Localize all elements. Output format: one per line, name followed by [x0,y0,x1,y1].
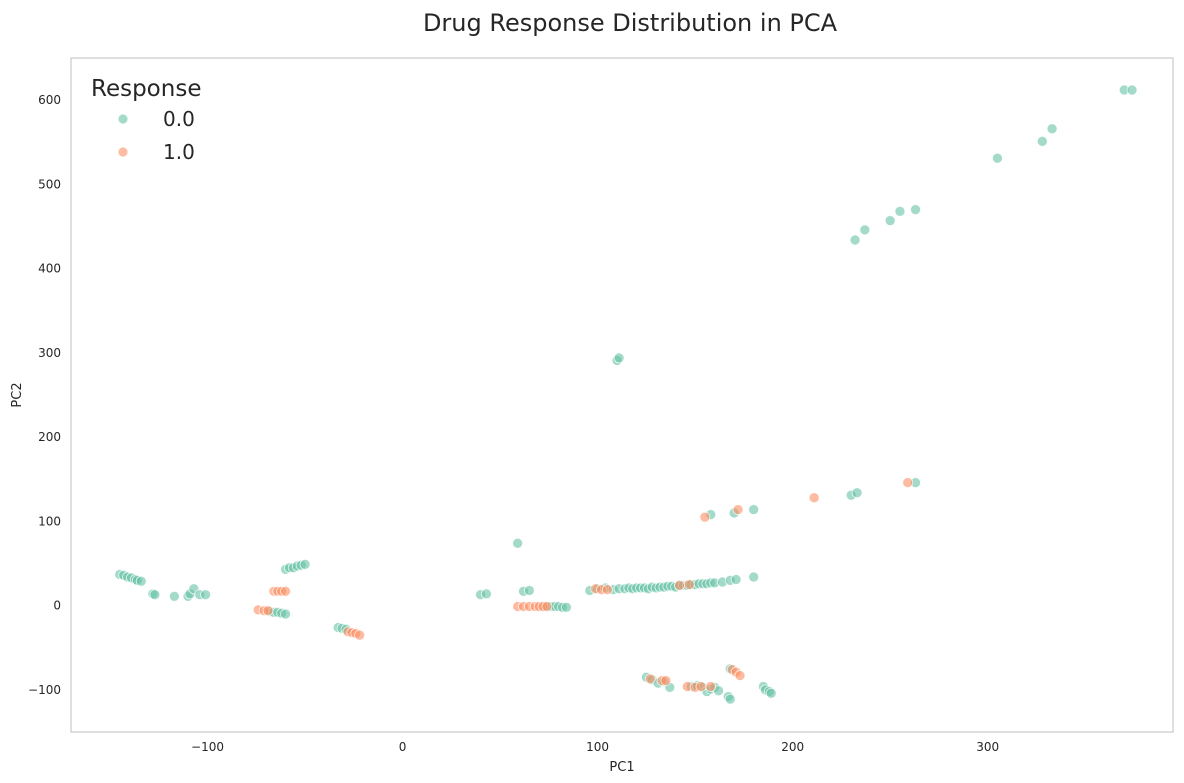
y-axis-label: PC2 [10,382,25,407]
x-tick-label: 300 [976,740,999,754]
data-point [354,629,366,641]
data-point [561,601,572,613]
data-point [1036,136,1048,147]
data-point [280,608,291,620]
data-point [674,580,685,591]
plot-frame [70,57,1174,733]
data-point [683,579,695,590]
data-point [200,589,211,601]
y-tick-label: 600 [38,93,61,107]
data-point [613,352,625,364]
data-point [168,590,180,602]
data-point [902,477,914,489]
x-tick-label: 200 [781,740,804,754]
y-tick-label: 200 [38,430,61,444]
x-axis-label: PC1 [609,760,634,775]
data-point [660,675,672,687]
y-tick-label: 0 [53,599,61,613]
x-tick-label: 0 [399,740,407,754]
data-point [748,571,760,583]
legend: Response 0.0 1.0 [91,76,201,164]
data-point [705,681,717,692]
data-point [262,605,274,617]
data-point [884,215,896,227]
legend-title: Response [91,76,201,102]
data-point [644,673,656,685]
data-point [695,681,707,692]
data-point [601,584,613,596]
data-point [730,574,742,585]
x-tick-label: 100 [586,740,609,754]
data-point [765,687,777,699]
data-point [910,204,921,216]
data-point [280,585,291,597]
data-point [859,224,871,236]
data-point [732,504,744,515]
data-point [1126,84,1138,96]
data-point [724,693,736,705]
data-point [734,670,746,681]
y-tick-label: 300 [38,346,61,360]
series-1 [252,477,914,693]
data-point [849,234,861,246]
y-tick-label: −100 [28,683,61,697]
data-point [1046,123,1058,135]
data-point [149,589,161,601]
legend-entry-label: 0.0 [163,107,195,131]
data-point [894,205,906,217]
data-point [992,152,1003,164]
y-tick-label: 400 [38,262,61,276]
data-point [481,588,492,600]
x-tick-label: −100 [191,740,224,754]
legend-marker [117,146,129,158]
data-point [512,537,524,549]
data-point [523,585,535,596]
points-layer [114,84,1138,705]
legend-marker [117,113,129,125]
data-point [851,487,863,499]
data-point [299,558,311,570]
y-tick-label: 500 [38,177,61,191]
data-point [699,511,711,523]
ticks-layer: −100 0 100 200 300 −100 0 100 200 300 400 500 600 [28,93,999,754]
chart-title: Drug Response Distribution in PCA [423,9,838,37]
legend-entry-label: 1.0 [163,140,195,164]
data-point [541,601,553,612]
data-point [748,504,760,515]
y-tick-label: 100 [38,514,61,528]
data-point [135,575,147,587]
data-point [808,492,820,504]
